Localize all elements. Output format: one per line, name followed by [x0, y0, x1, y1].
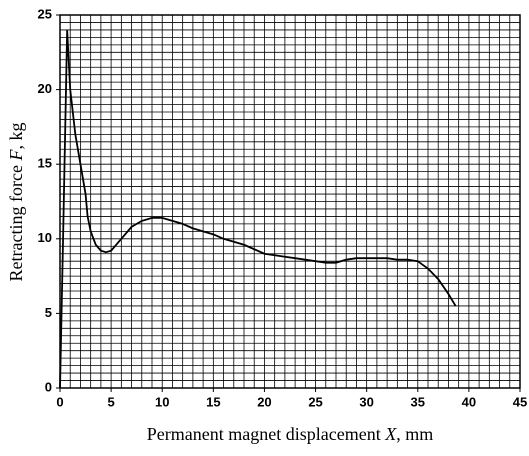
- x-tick-label: 20: [257, 394, 271, 409]
- x-tick-label: 40: [462, 394, 476, 409]
- x-tick-label: 30: [359, 394, 373, 409]
- x-tick-label: 5: [107, 394, 114, 409]
- x-tick-label: 0: [56, 394, 63, 409]
- data-line: [59, 29, 457, 389]
- x-tick-label: 15: [206, 394, 220, 409]
- y-tick-label: 5: [45, 305, 52, 320]
- x-axis-label: Permanent magnet displacement X, mm: [147, 424, 433, 444]
- x-tick-label: 45: [513, 394, 527, 409]
- x-tick-label: 35: [411, 394, 425, 409]
- y-tick-label: 25: [38, 6, 52, 21]
- y-tick-label: 15: [38, 156, 52, 171]
- y-axis-label: Retracting force F, kg: [6, 123, 26, 282]
- plot-frame: [59, 14, 521, 389]
- y-tick-label: 10: [38, 230, 52, 245]
- x-tick-label: 10: [155, 394, 169, 409]
- y-tick-label: 20: [38, 81, 52, 96]
- y-tick-label: 0: [45, 379, 52, 394]
- x-tick-label: 25: [308, 394, 322, 409]
